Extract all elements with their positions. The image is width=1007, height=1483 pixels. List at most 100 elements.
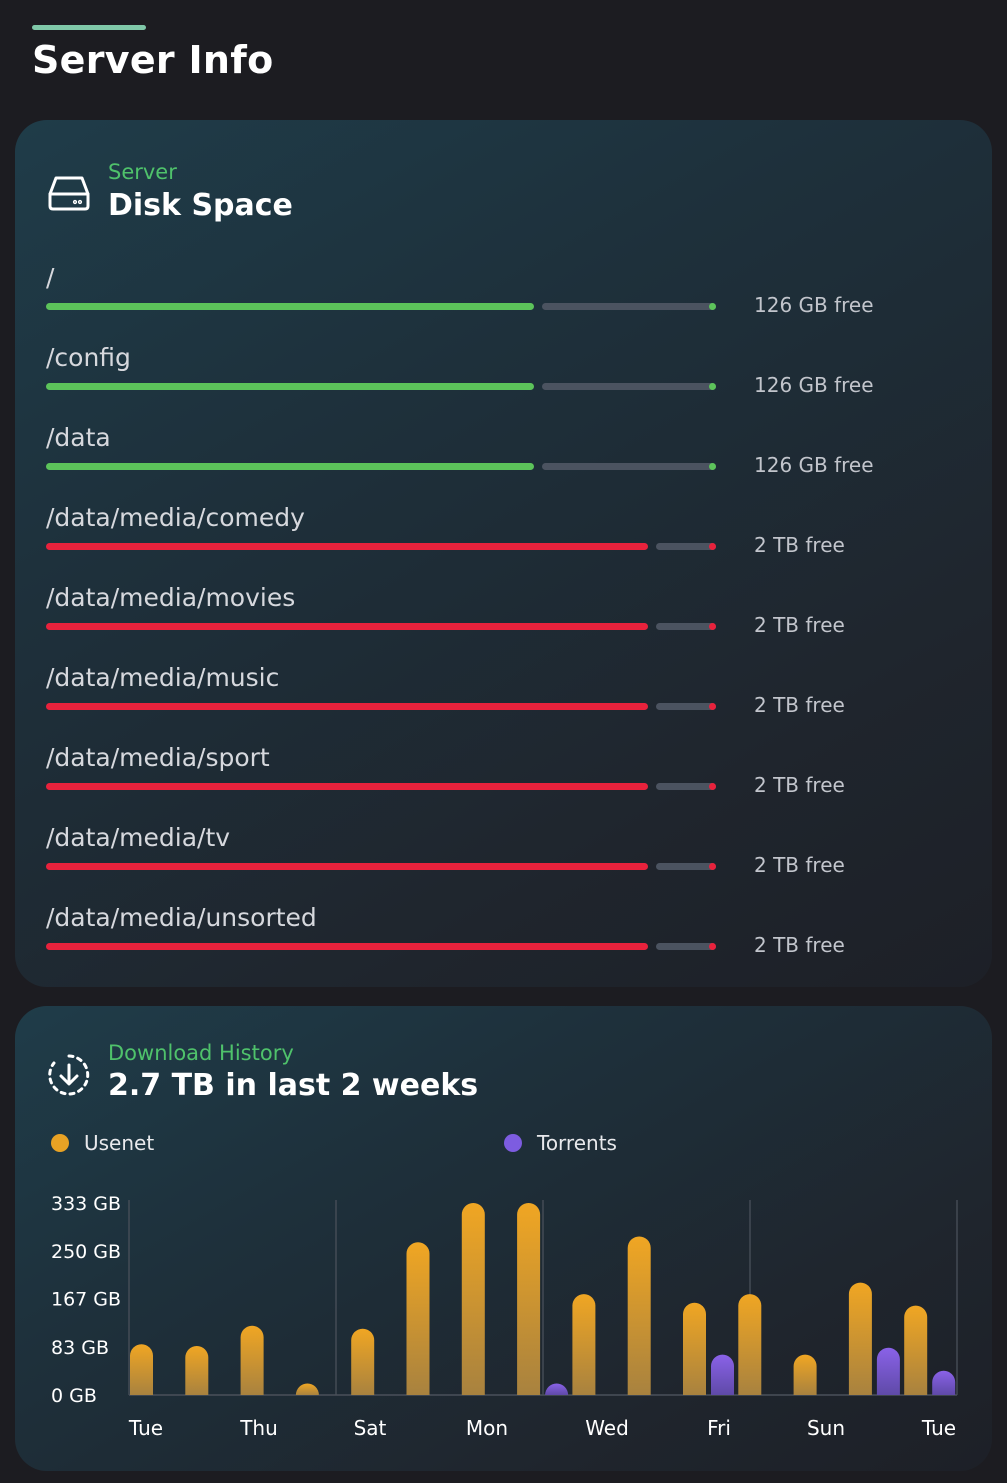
disk-row: /data/media/movies 2 TB free: [46, 583, 946, 663]
x-tick-label: Tue: [128, 1416, 163, 1440]
usenet-bar: [627, 1236, 651, 1395]
disk-free-bar: [542, 383, 716, 390]
disk-bar-end-dot: [709, 383, 716, 390]
disk-space-card: Server Disk Space / 126 GB free/config 126…: [15, 120, 992, 987]
disk-free-bar: [656, 543, 716, 550]
hard-drive-icon: [48, 176, 90, 211]
torrents-bar: [711, 1354, 734, 1395]
usenet-bar: [848, 1282, 872, 1395]
disk-path: /data/media/unsorted: [46, 903, 317, 932]
usenet-bar: [295, 1383, 319, 1395]
disk-bar-end-dot: [709, 623, 716, 630]
disk-free-bar: [656, 623, 716, 630]
disk-used-bar: [46, 943, 648, 950]
usenet-bar: [904, 1305, 928, 1395]
usenet-bar: [351, 1328, 375, 1395]
torrents-bar: [545, 1383, 569, 1395]
disk-used-bar: [46, 783, 648, 790]
disk-free-bar: [656, 783, 716, 790]
disk-row: / 126 GB free: [46, 263, 946, 343]
card-subtitle: Download History: [108, 1041, 294, 1065]
disk-used-bar: [46, 303, 534, 310]
legend-dot: [51, 1134, 69, 1152]
disk-used-bar: [46, 543, 648, 550]
y-tick-label: 83 GB: [51, 1337, 109, 1359]
x-tick-label: Wed: [585, 1416, 629, 1440]
card-title: 2.7 TB in last 2 weeks: [108, 1068, 479, 1103]
disk-free-bar: [542, 463, 716, 470]
x-tick-label: Sat: [354, 1416, 387, 1440]
torrents-bar: [932, 1370, 956, 1395]
legend-label: Torrents: [537, 1131, 617, 1155]
disk-bar-end-dot: [709, 303, 716, 310]
title-accent: [32, 25, 146, 30]
disk-free-label: 126 GB free: [754, 453, 874, 477]
card-title: Disk Space: [108, 188, 293, 223]
disk-row: /data/media/comedy 2 TB free: [46, 503, 946, 583]
usenet-bar: [517, 1203, 541, 1395]
disk-path: /data/media/tv: [46, 823, 231, 852]
disk-free-label: 2 TB free: [754, 853, 845, 877]
usenet-bar: [793, 1354, 817, 1395]
disk-row: /data/media/sport 2 TB free: [46, 743, 946, 823]
y-tick-label: 333 GB: [51, 1193, 121, 1215]
disk-free-label: 2 TB free: [754, 613, 845, 637]
page-title: Server Info: [32, 38, 274, 82]
legend-dot: [504, 1134, 522, 1152]
usenet-bar: [738, 1294, 762, 1395]
disk-row: /data/media/music 2 TB free: [46, 663, 946, 743]
disk-bar-end-dot: [709, 863, 716, 870]
disk-bar-end-dot: [709, 783, 716, 790]
disk-free-label: 2 TB free: [754, 693, 845, 717]
x-tick-label: Sun: [807, 1416, 845, 1440]
disk-row: /data 126 GB free: [46, 423, 946, 503]
disk-path: /data/media/comedy: [46, 503, 305, 532]
usenet-bar: [130, 1344, 153, 1395]
card-subtitle: Server: [108, 160, 177, 184]
disk-used-bar: [46, 623, 648, 630]
disk-used-bar: [46, 703, 648, 710]
disk-path: /: [46, 263, 55, 292]
x-tick-label: Mon: [466, 1416, 508, 1440]
usenet-bar: [240, 1325, 264, 1395]
disk-row: /data/media/unsorted 2 TB free: [46, 903, 946, 983]
disk-bar-end-dot: [709, 703, 716, 710]
disk-free-label: 2 TB free: [754, 533, 845, 557]
usenet-bar: [461, 1203, 485, 1395]
download-history-card: Download History 2.7 TB in last 2 weeks: [15, 1006, 992, 1471]
disk-used-bar: [46, 863, 648, 870]
disk-row: /data/media/tv 2 TB free: [46, 823, 946, 903]
disk-path: /data/media/movies: [46, 583, 296, 612]
x-tick-label: Tue: [921, 1416, 956, 1440]
usenet-bar: [572, 1294, 596, 1395]
disk-row: /config 126 GB free: [46, 343, 946, 423]
disk-free-bar: [656, 943, 716, 950]
download-icon: [48, 1054, 90, 1096]
disk-path: /data/media/music: [46, 663, 280, 692]
legend-item-torrents[interactable]: Torrents: [504, 1131, 617, 1155]
disk-used-bar: [46, 463, 534, 470]
disk-free-label: 2 TB free: [754, 773, 845, 797]
legend-label: Usenet: [84, 1131, 155, 1155]
legend-item-usenet[interactable]: Usenet: [51, 1131, 154, 1155]
disk-free-bar: [656, 863, 716, 870]
disk-path: /config: [46, 343, 131, 372]
disk-bar-end-dot: [709, 463, 716, 470]
disk-path: /data/media/sport: [46, 743, 270, 772]
download-history-chart: 333 GB 250 GB 167 GB 83 GB 0 GB Tue Thu Sat Mon W…: [51, 1193, 958, 1440]
disk-free-label: 2 TB free: [754, 933, 845, 957]
torrents-bar: [876, 1347, 900, 1395]
x-tick-label: Thu: [239, 1416, 278, 1440]
y-tick-label: 167 GB: [51, 1289, 121, 1311]
disk-free-label: 126 GB free: [754, 293, 874, 317]
disk-bar-end-dot: [709, 543, 716, 550]
y-tick-label: 0 GB: [51, 1385, 97, 1407]
disk-free-bar: [542, 303, 716, 310]
disk-free-bar: [656, 703, 716, 710]
disk-path: /data: [46, 423, 111, 452]
usenet-bar: [406, 1242, 430, 1395]
disk-used-bar: [46, 383, 534, 390]
disk-bar-end-dot: [709, 943, 716, 950]
usenet-bar: [185, 1345, 209, 1395]
y-tick-label: 250 GB: [51, 1241, 121, 1263]
